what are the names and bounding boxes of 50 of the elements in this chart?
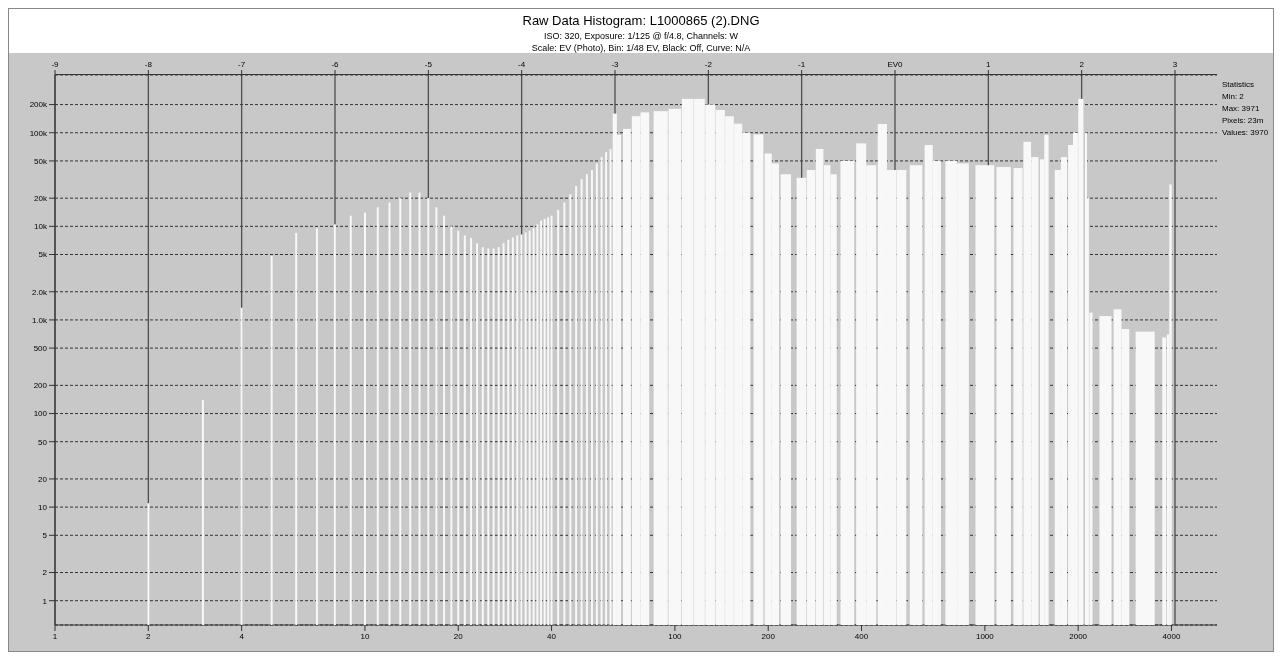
y-tick-label: 5: [42, 531, 48, 541]
y-tick-label: 1: [42, 596, 48, 606]
y-tick-label: 2: [42, 568, 48, 578]
x-tick-label: 2: [146, 631, 152, 641]
x2-tick-label: -5: [424, 60, 433, 69]
text: Scale: EV (Photo), Bin: 1/48 EV, Black: Off, Curve: N/A: [530, 43, 752, 53]
y-tick-label: 50: [38, 437, 48, 447]
x-tick-label: 40: [547, 631, 557, 641]
x2-tick-label: 3: [1172, 60, 1178, 69]
x-tick-label: 4: [239, 631, 245, 641]
y-tick-label: 20k: [34, 194, 48, 203]
text: Max: 3971: [1222, 103, 1261, 115]
x2-tick-label: -1: [798, 60, 806, 69]
x2-tick-label: -7: [238, 60, 246, 69]
x2-tick-label: -3: [611, 60, 620, 69]
x2-tick-label: -4: [518, 60, 526, 69]
y-tick-label: 500: [33, 343, 48, 353]
chart-subtitle: ISO: 320, Exposure: 1/125 @ f/4.8, Channels: W: [542, 31, 740, 41]
text: Min: 2: [1222, 91, 1245, 103]
x-tick-label: 1000: [975, 631, 995, 641]
x2-tick-label: -8: [144, 60, 153, 69]
x-tick-label: 1: [52, 631, 58, 641]
y-tick-label: 5k: [38, 250, 48, 260]
y-tick-label: 10: [38, 502, 48, 512]
y-tick-label: 10k: [34, 222, 48, 232]
x-tick-label: 400: [854, 631, 869, 641]
x2-tick-label: 2: [1079, 60, 1085, 69]
y-tick-label: 200: [33, 381, 48, 391]
x2-tick-label: EV0: [887, 60, 904, 69]
x-tick-label: 10: [360, 631, 370, 641]
text: Statistics: [1222, 79, 1255, 91]
y-tick-label: 1.0k: [31, 315, 48, 325]
y-tick-label: 100: [33, 409, 48, 419]
x2-tick-label: -9: [51, 60, 60, 69]
text: Values: 3970: [1222, 127, 1269, 139]
y-tick-label: 200k: [29, 100, 48, 110]
y-tick-label: 2.0k: [31, 287, 48, 297]
x-tick-label: 200: [761, 631, 776, 641]
text: Pixels: 23m: [1222, 115, 1265, 127]
x-tick-label: 20: [453, 631, 464, 641]
y-tick-label: 50k: [34, 156, 48, 166]
y-tick-label: 100k: [29, 128, 48, 138]
x2-tick-label: -2: [704, 60, 713, 69]
x-tick-label: 2000: [1069, 631, 1088, 641]
x2-tick-label: -6: [331, 60, 340, 69]
chart-title: Raw Data Histogram: L1000865 (2).DNG: [521, 12, 761, 28]
y-tick-label: 20: [38, 474, 48, 484]
x-tick-label: 100: [668, 631, 683, 641]
x2-tick-label: 1: [986, 60, 992, 69]
x-tick-label: 4000: [1162, 631, 1181, 641]
